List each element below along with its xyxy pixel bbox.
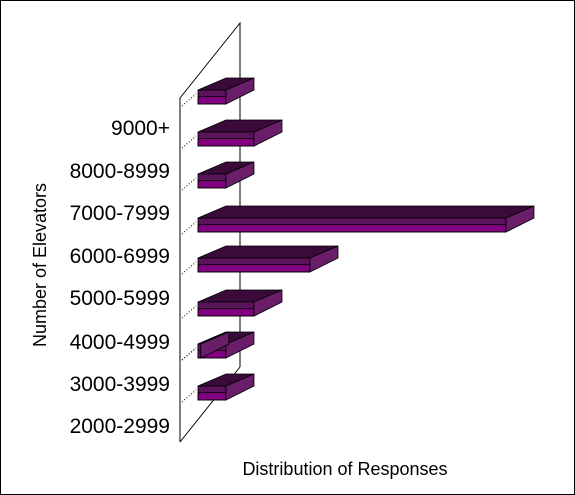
bar-6000-6999 [181,245,339,275]
bar-front-face [197,350,202,359]
tick-label-7000-7999: 7000-7999 [70,202,170,225]
tick-label-9000+: 9000+ [111,117,170,140]
bar-front-face [197,264,311,273]
guide-line [181,221,197,235]
bar-side-face [505,205,535,233]
x-axis-title: Distribution of Responses [242,459,447,479]
tick-label-8000-8999: 8000-8999 [70,160,170,183]
bar-upper-band [198,258,310,265]
bar-4000-4999 [181,331,230,361]
bar-front-face [197,308,255,317]
category-tick-labels: 2000-2999 3000-3999 4000-4999 5000-5999 6000… [70,117,170,438]
bar-front-face [197,392,227,401]
bar-7000-7999 [181,205,535,235]
bar-top-face [197,205,535,219]
bar-side-face [225,373,255,401]
bar-side-face [225,77,255,105]
guide-line [181,389,197,403]
bar-side-face [253,119,283,147]
guide-line [181,261,197,275]
bar-side-face [225,161,255,189]
y-axis-wall [179,21,241,442]
tick-label-2000-2999: 2000-2999 [70,415,170,438]
guide-line [181,305,197,319]
bar-top-unlabeled [181,77,255,107]
guide-line [181,177,197,191]
bar-front-face [197,138,255,147]
bar-upper-band [198,132,254,139]
bar-2000-2999 [181,373,255,403]
bar-front-face [197,180,227,189]
bar-front-face [197,96,227,105]
bar-upper-band [198,302,254,309]
tick-label-4000-4999: 4000-4999 [70,331,170,354]
bar-side-face [225,331,255,359]
bar-8000-8999 [181,161,255,191]
bar-side-face [200,331,230,359]
bar-9000+ [181,119,283,149]
y-axis-title: Number of Elevators [30,183,50,347]
bar-upper-band [198,344,201,351]
bar-side-face [253,289,283,317]
tick-label-3000-3999: 3000-3999 [70,373,170,396]
bar-upper-band [198,90,226,97]
guide-line [181,93,197,107]
bar-front-face [197,224,507,233]
bar-5000-5999 [181,289,283,319]
tick-label-6000-6999: 6000-6999 [70,245,170,268]
bar-upper-band [198,174,226,181]
guide-line [181,135,197,149]
bar-side-face [309,245,339,273]
guide-line [181,347,197,361]
bar-upper-band [198,386,226,393]
bar-upper-band [198,218,506,225]
bars [181,77,535,403]
tick-label-5000-5999: 5000-5999 [70,287,170,310]
